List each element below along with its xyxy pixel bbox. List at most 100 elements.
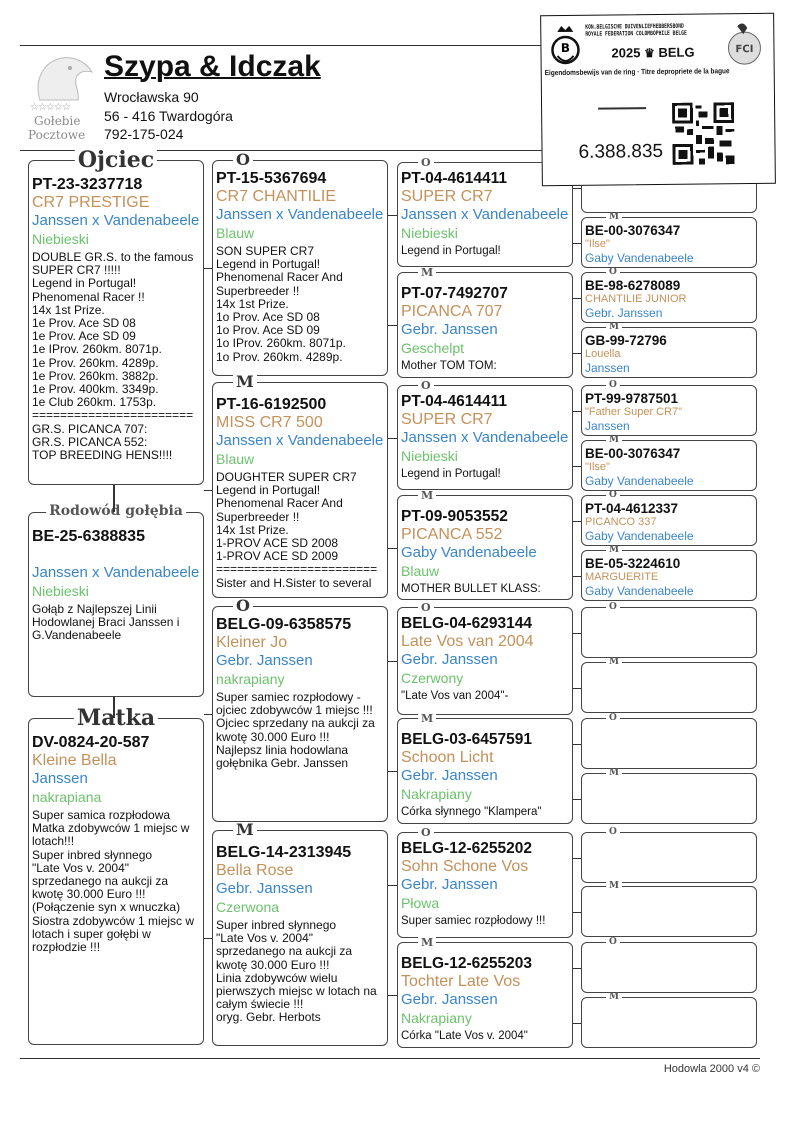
strain: Gebr. Janssen — [585, 306, 663, 320]
connector-line — [204, 490, 212, 491]
pedigree-card[interactable]: BELG-04-6293144 Late Vos van 2004 Gebr. Ja… — [397, 602, 573, 715]
notes: Super inbred słynnego "Late Vos v. 2004"… — [216, 918, 377, 1025]
sticker-subtitle: Eigendomsbewijs van de ring · Titre depr… — [544, 66, 730, 78]
pedigree-card[interactable]: O — [581, 938, 757, 993]
connector-line — [388, 771, 397, 772]
pigeon-name: Kleine Bella — [32, 752, 117, 769]
pedigree-card[interactable]: BE-00-3076347 "Ilse" Gaby Vandenabeele M — [581, 436, 757, 491]
sticker-year: 2025 — [611, 45, 641, 61]
card-content — [582, 663, 756, 710]
connector-line — [388, 438, 397, 439]
strain: Janssen x Vandenabeele — [32, 564, 200, 581]
notes: "Late Vos van 2004"- — [401, 690, 509, 702]
card-legend: O — [606, 603, 620, 612]
pedigree-card[interactable]: PT-23-3237718 CR7 PRESTIGE Janssen x Vande… — [28, 149, 204, 485]
pigeon-name: CR7 CHANTILIE — [216, 188, 337, 205]
card-legend: O — [418, 157, 434, 168]
pedigree-card[interactable]: BE-00-3076347 "Ilse" Gaby Vandenabeele M — [581, 213, 757, 268]
ring-number: PT-16-6192500 — [216, 396, 327, 413]
pedigree-card[interactable]: O — [581, 828, 757, 883]
pedigree-card[interactable]: PT-15-5367694 CR7 CHANTILIE Janssen x Vand… — [212, 152, 388, 376]
color: Blauw — [401, 563, 440, 579]
pigeon-name: MARGUERITE — [585, 571, 659, 583]
pedigree-card[interactable]: PT-99-9787501 "Father Super CR7" Janssen O — [581, 381, 757, 436]
crown-icon: ♛ — [643, 46, 655, 61]
pedigree-card[interactable]: M — [581, 769, 757, 824]
card-content: BE-25-6388835 Janssen x Vandenabeele Nieb… — [29, 513, 203, 643]
ring-number: DV-0824-20-587 — [32, 734, 150, 751]
card-legend: O — [606, 938, 620, 947]
ring-number — [585, 948, 753, 963]
pedigree-card[interactable]: M — [581, 882, 757, 937]
footer-credit: Hodowla 2000 v4 © — [663, 1063, 760, 1075]
card-content: BELG-04-6293144 Late Vos van 2004 Gebr. Ja… — [398, 608, 572, 703]
pedigree-card[interactable]: PT-09-9053552 PICANCA 552 Gaby Vandenabeel… — [397, 490, 573, 600]
pedigree-card[interactable]: BE-98-6278089 CHANTILIE JUNIOR Gebr. Janss… — [581, 268, 757, 323]
strain: Janssen — [585, 419, 630, 433]
ring-number: BE-00-3076347 — [585, 223, 681, 238]
pedigree-card[interactable]: BELG-14-2313945 Bella Rose Gebr. Janssen Cz… — [212, 822, 388, 1046]
card-content — [582, 833, 756, 880]
pedigree-card[interactable]: BELG-09-6358575 Kleiner Jo Gebr. Janssen na… — [212, 598, 388, 822]
card-legend: M — [606, 323, 622, 332]
address-city: 56 - 416 Twardogóra — [104, 108, 233, 124]
color: Nakrapiany — [401, 1010, 472, 1026]
pigeon-name: "Father Super CR7" — [585, 406, 683, 418]
connector-line — [388, 885, 397, 886]
pigeon-name — [585, 1018, 753, 1031]
pigeon-globe-icon: FCI — [727, 23, 761, 65]
pigeon-name: Tochter Late Vos — [401, 973, 521, 990]
pedigree-card[interactable]: O — [581, 603, 757, 658]
pedigree-card[interactable]: BE-25-6388835 Janssen x Vandenabeele Nieb… — [28, 504, 204, 697]
ring-number: PT-04-4614411 — [401, 393, 508, 410]
card-content — [582, 998, 756, 1045]
notes: SON SUPER CR7 Legend in Portugal! Phenom… — [216, 244, 346, 364]
pedigree-card[interactable]: BELG-03-6457591 Schoon Licht Gebr. Janssen… — [397, 713, 573, 824]
pedigree-card[interactable]: PT-04-4614411 SUPER CR7 Janssen x Vandenab… — [397, 157, 573, 267]
card-legend: O — [606, 381, 620, 390]
connector-line — [573, 521, 581, 522]
pedigree-card[interactable]: M — [581, 658, 757, 713]
pedigree-card[interactable]: DV-0824-20-587 Kleine Bella Janssen nakrapi… — [28, 707, 204, 1045]
connector-line — [573, 858, 581, 859]
card-legend: M — [233, 374, 257, 390]
ring-number: BELG-03-6457591 — [401, 731, 532, 748]
connector-line — [573, 968, 581, 969]
pigeon-name: Louella — [585, 348, 621, 360]
strain: Janssen x Vandenabeele — [216, 206, 384, 223]
pedigree-card[interactable]: BELG-12-6255202 Sohn Schone Vos Gebr. Jans… — [397, 827, 573, 938]
pedigree-card[interactable]: PT-04-4614411 SUPER CR7 Janssen x Vandenab… — [397, 380, 573, 490]
color: Blauw — [216, 225, 255, 241]
sticker-country: BELG — [658, 44, 695, 60]
connector-line — [388, 325, 397, 326]
pedigree-card[interactable]: PT-16-6192500 MISS CR7 500 Janssen x Vande… — [212, 374, 388, 598]
pigeon-name: CHANTILIE JUNIOR — [585, 293, 687, 305]
footer-divider — [20, 1058, 760, 1059]
card-legend: M — [418, 490, 437, 501]
pedigree-card[interactable]: M — [581, 993, 757, 1048]
card-legend: O — [233, 152, 253, 168]
connector-line — [204, 714, 212, 715]
card-content: PT-04-4612337 PICANCO 337 Gaby Vandenabeel… — [582, 496, 756, 543]
pedigree-card[interactable]: BE-05-3224610 MARGUERITE Gaby Vandenabeele… — [581, 546, 757, 601]
ring-number: PT-99-9787501 — [585, 391, 679, 406]
pigeon-name: SUPER CR7 — [401, 411, 493, 428]
pigeon-name — [585, 853, 753, 866]
card-content: PT-09-9053552 PICANCA 552 Gaby Vandenabeel… — [398, 496, 572, 596]
pedigree-card[interactable]: GB-99-72796 Louella Janssen M — [581, 323, 757, 378]
pedigree-card[interactable]: PT-07-7492707 PICANCA 707 Gebr. Janssen Ges… — [397, 267, 573, 378]
pedigree-card[interactable]: BELG-12-6255203 Tochter Late Vos Gebr. Jan… — [397, 937, 573, 1048]
strain: Gaby Vandenabeele — [585, 529, 694, 543]
pigeon-name: Bella Rose — [216, 862, 294, 879]
pedigree-card[interactable]: O — [581, 714, 757, 769]
pedigree-card[interactable]: PT-04-4612337 PICANCO 337 Gaby Vandenabeel… — [581, 491, 757, 546]
ring-number — [585, 724, 753, 739]
ring-number: BE-00-3076347 — [585, 446, 681, 461]
strain — [585, 866, 753, 880]
color: Niebieski — [401, 448, 458, 464]
pigeon-name: Schoon Licht — [401, 749, 494, 766]
connector-line — [573, 188, 581, 189]
ring-number — [585, 613, 753, 628]
card-legend: O — [606, 268, 620, 277]
pigeon-name: "Ilse" — [585, 461, 610, 473]
